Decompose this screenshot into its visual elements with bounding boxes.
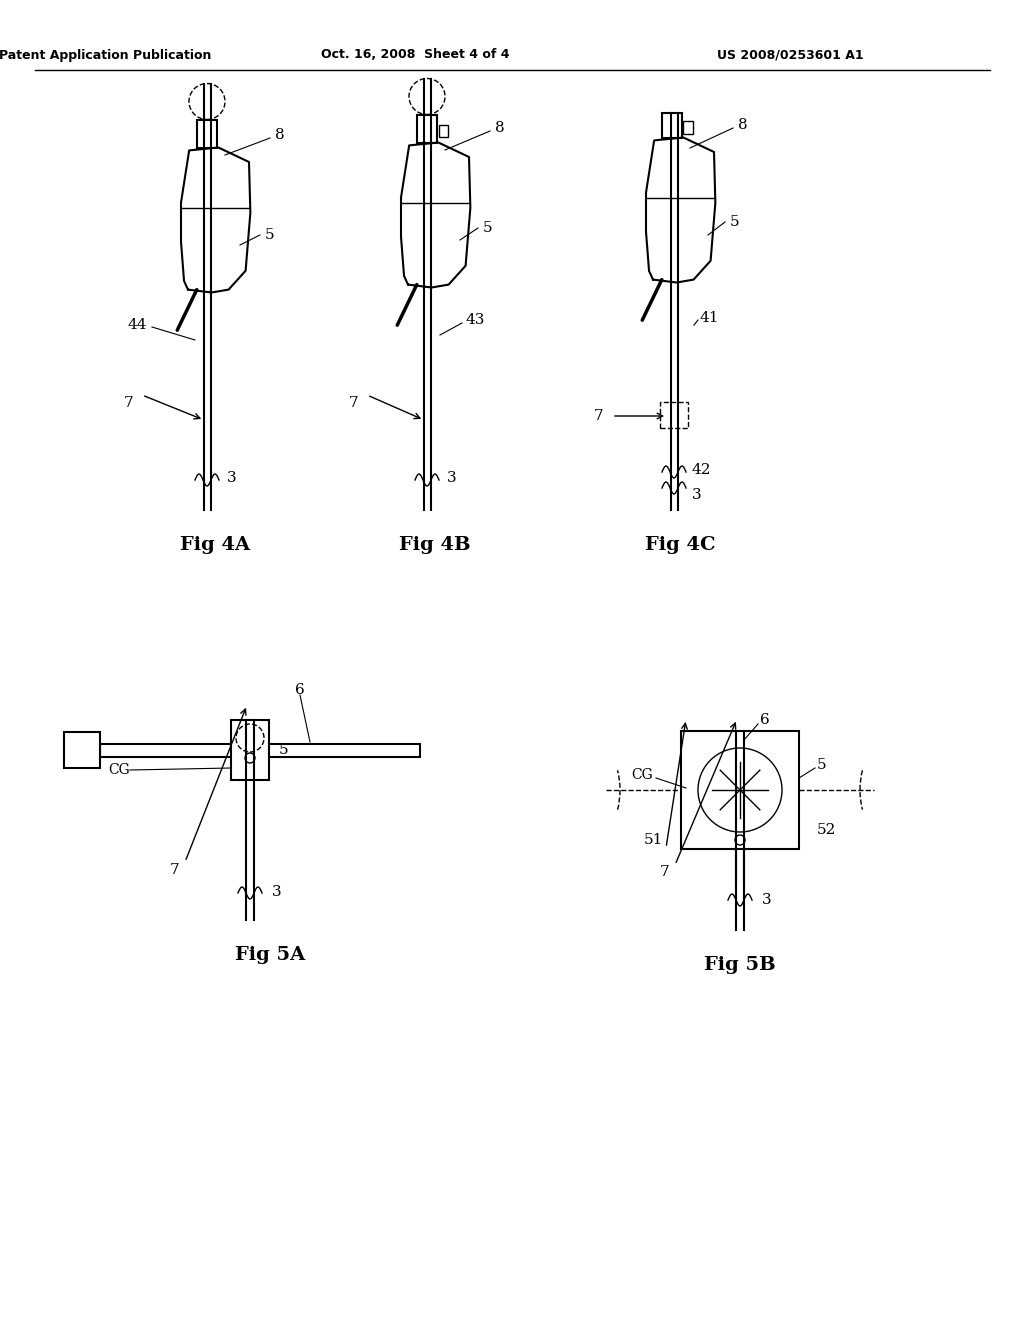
Text: 51: 51: [644, 833, 663, 847]
FancyBboxPatch shape: [197, 120, 217, 148]
Text: 5: 5: [730, 215, 739, 228]
Text: 7: 7: [594, 409, 604, 422]
Text: 5: 5: [265, 228, 274, 242]
Text: 3: 3: [272, 884, 282, 899]
FancyBboxPatch shape: [660, 403, 688, 428]
Text: 6: 6: [760, 713, 770, 727]
Text: 41: 41: [700, 312, 720, 325]
FancyBboxPatch shape: [231, 719, 269, 780]
Text: Fig 5A: Fig 5A: [234, 946, 305, 964]
Text: CG: CG: [631, 768, 653, 781]
Text: 3: 3: [692, 488, 701, 502]
FancyBboxPatch shape: [683, 120, 693, 133]
Text: 7: 7: [349, 396, 358, 411]
Text: 7: 7: [124, 396, 134, 411]
Text: US 2008/0253601 A1: US 2008/0253601 A1: [717, 49, 863, 62]
Text: 3: 3: [447, 471, 457, 484]
Text: 3: 3: [227, 471, 237, 484]
Text: Fig 4A: Fig 4A: [180, 536, 250, 554]
Text: CG: CG: [108, 763, 130, 777]
Text: 8: 8: [495, 121, 505, 135]
Text: 5: 5: [483, 220, 493, 235]
Text: 5: 5: [817, 758, 826, 772]
Text: Fig 5B: Fig 5B: [705, 956, 776, 974]
Text: 3: 3: [762, 894, 772, 907]
Text: Fig 4C: Fig 4C: [645, 536, 716, 554]
FancyBboxPatch shape: [63, 733, 100, 768]
FancyBboxPatch shape: [681, 731, 799, 849]
Text: 6: 6: [295, 682, 305, 697]
FancyBboxPatch shape: [100, 743, 420, 756]
Text: 52: 52: [817, 822, 837, 837]
Text: 43: 43: [465, 313, 484, 327]
FancyBboxPatch shape: [662, 112, 682, 137]
FancyBboxPatch shape: [417, 115, 437, 143]
Text: 5: 5: [279, 743, 289, 756]
FancyBboxPatch shape: [439, 124, 449, 136]
Text: 7: 7: [170, 863, 180, 876]
Text: Fig 4B: Fig 4B: [399, 536, 471, 554]
Text: 8: 8: [738, 117, 748, 132]
Text: 42: 42: [692, 463, 712, 477]
Text: Patent Application Publication: Patent Application Publication: [0, 49, 211, 62]
Text: 8: 8: [275, 128, 285, 143]
Text: 7: 7: [660, 865, 670, 879]
Text: 44: 44: [127, 318, 146, 333]
Text: Oct. 16, 2008  Sheet 4 of 4: Oct. 16, 2008 Sheet 4 of 4: [321, 49, 509, 62]
